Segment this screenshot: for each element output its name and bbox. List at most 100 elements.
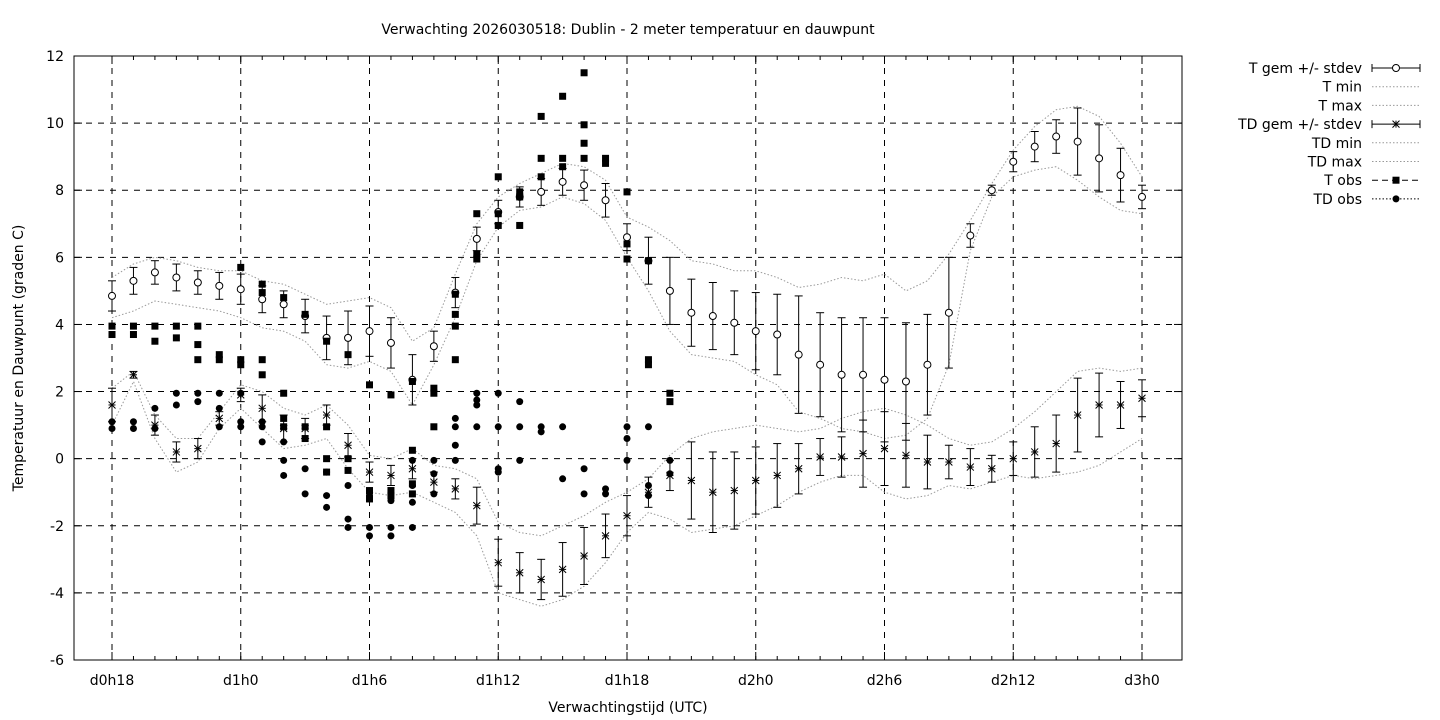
t-obs-point (258, 356, 266, 364)
t-mean-point (537, 177, 546, 206)
td-obs-point (537, 428, 545, 436)
t-mean-point (923, 313, 932, 416)
td-obs-point (473, 401, 481, 409)
t-mean-point (1030, 131, 1039, 163)
t-obs-point (366, 487, 373, 495)
y-tick-label: 0 (55, 452, 64, 468)
t-mean-point (601, 183, 610, 218)
t-min-line (111, 166, 1143, 440)
t-obs-point (580, 154, 588, 162)
t-obs-point (408, 490, 416, 498)
t-mean-marker (773, 330, 782, 339)
td-mean-point (1052, 414, 1061, 473)
t-mean-marker (580, 181, 589, 190)
t-mean-marker (966, 231, 975, 240)
star-stroke (515, 568, 524, 577)
t-obs-point (301, 435, 309, 443)
star-stroke (1116, 401, 1125, 409)
y-tick-label: -2 (50, 519, 64, 535)
star-stroke (1009, 454, 1018, 463)
t-mean-point (623, 223, 631, 252)
td-obs-point (258, 423, 266, 431)
t-mean-point (1138, 184, 1146, 210)
t-obs-point (237, 361, 245, 369)
star-stroke (880, 444, 889, 453)
star-stroke (1138, 394, 1146, 403)
td-obs-point (301, 465, 309, 473)
t-obs-point (344, 455, 352, 463)
t-obs-point (237, 356, 245, 364)
td-obs-point (323, 492, 331, 500)
t-mean-point (108, 280, 116, 312)
td-mean-point (472, 486, 481, 525)
td-mean-point (129, 370, 138, 379)
td-obs-point (172, 401, 180, 409)
td-obs-point (258, 418, 266, 426)
td-obs-point (237, 423, 245, 431)
t-mean-marker (601, 196, 610, 205)
t-obs-point (537, 154, 545, 162)
td-obs-point (430, 490, 438, 498)
t-obs-point (580, 69, 588, 77)
td-mean-point (1138, 379, 1146, 418)
star-stroke (601, 531, 610, 540)
t-mean-marker (344, 333, 353, 342)
t-obs-point (215, 351, 223, 359)
t-mean-point (794, 295, 803, 414)
star-stroke (494, 558, 503, 567)
t-mean-marker (859, 370, 868, 379)
t-obs-point (451, 356, 459, 364)
t-obs-point (494, 210, 502, 218)
x-tick-label: d1h12 (476, 673, 520, 689)
t-obs-point (301, 310, 309, 318)
t-mean-point (172, 263, 181, 292)
legend-item-td-min: TD min (1311, 136, 1420, 152)
t-obs-point (623, 240, 631, 248)
t-obs-point (580, 121, 588, 129)
t-mean-marker (172, 273, 181, 282)
td-obs-point (408, 498, 416, 506)
t-obs-point (280, 389, 288, 397)
t-obs-point (473, 255, 481, 263)
t-mean-marker (1138, 192, 1146, 201)
td-obs-point (623, 456, 631, 464)
t-obs-point (666, 389, 674, 397)
t-mean-marker (1095, 154, 1104, 163)
td-obs-point (280, 438, 288, 446)
t-obs-point (301, 423, 309, 431)
t-mean-point (751, 292, 760, 371)
x-tick-label: d2h6 (867, 673, 903, 689)
t-obs-point (237, 263, 245, 271)
t-mean-point (901, 322, 910, 441)
x-tick-label: d1h0 (223, 673, 259, 689)
t-mean-point (816, 312, 825, 418)
t-obs-point (387, 492, 395, 500)
t-mean-point (1009, 151, 1018, 173)
y-axis-label: Temperatuur en Dauwpunt (graden C) (11, 225, 27, 493)
t-obs-point (323, 337, 331, 345)
t-obs-point (451, 290, 459, 298)
td-obs-point (258, 438, 266, 446)
td-mean-point (1009, 441, 1018, 476)
td-obs-point (280, 471, 288, 479)
t-mean-marker (901, 377, 910, 386)
t-mean-marker (623, 233, 631, 242)
t-mean-marker (537, 187, 546, 196)
t-mean-point (472, 226, 481, 252)
td-obs-point (366, 492, 373, 500)
star-stroke (987, 464, 996, 473)
t-mean-point (580, 169, 589, 201)
td-mean-point (687, 441, 696, 520)
t-mean-marker (558, 177, 567, 186)
td-obs-point (494, 389, 502, 397)
t-mean-point (708, 282, 717, 351)
td-obs-point (451, 441, 459, 449)
star-stroke (1030, 448, 1039, 456)
td-mean-point (730, 451, 739, 530)
td-obs-point (473, 396, 481, 404)
td-obs-point (237, 389, 245, 397)
t-mean-marker (1052, 132, 1061, 141)
t-obs-point (516, 188, 524, 196)
t-obs-point (559, 92, 567, 100)
